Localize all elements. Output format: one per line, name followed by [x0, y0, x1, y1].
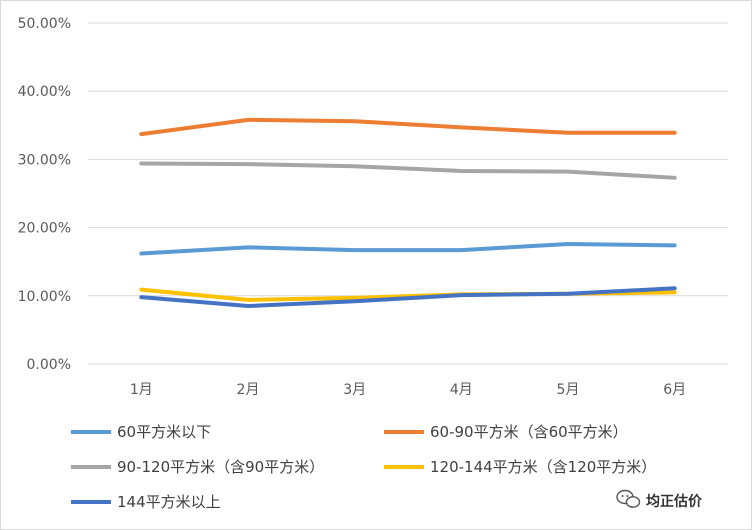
- legend-item-3: 90-120平方米（含90平方米）: [71, 458, 324, 476]
- series-line-2: [139, 117, 677, 137]
- y-tick-label: 0.00%: [27, 357, 71, 373]
- legend-item-2: 60-90平方米（含60平方米）: [384, 423, 628, 441]
- x-tick-label: 1月: [130, 382, 153, 398]
- series-lines: [139, 117, 677, 309]
- gridlines: [88, 22, 728, 365]
- legend-item-4: 120-144平方米（含120平方米）: [384, 458, 656, 476]
- y-tick-label: 50.00%: [18, 16, 71, 32]
- legend-label: 60-90平方米（含60平方米）: [430, 423, 628, 441]
- x-axis: 1月 2月 3月 4月 5月 6月: [130, 382, 686, 398]
- watermark: 均正估价: [616, 489, 703, 510]
- y-axis: 0.00% 10.00% 20.00% 30.00% 40.00% 50.00%: [18, 16, 71, 373]
- legend-label: 120-144平方米（含120平方米）: [430, 458, 656, 476]
- x-tick-label: 4月: [450, 382, 473, 398]
- x-tick-label: 3月: [343, 382, 366, 398]
- y-tick-label: 40.00%: [18, 84, 71, 100]
- legend-item-5: 144平方米以上: [71, 493, 221, 511]
- legend-label: 90-120平方米（含90平方米）: [117, 458, 324, 476]
- wechat-icon: [616, 489, 641, 508]
- series-line-1: [139, 241, 677, 256]
- y-tick-label: 20.00%: [18, 221, 71, 237]
- watermark-text: 均正估价: [646, 493, 703, 510]
- series-line-3: [139, 161, 677, 180]
- legend: 60平方米以下 60-90平方米（含60平方米） 90-120平方米（含90平方米）…: [71, 423, 656, 511]
- series-line-5: [139, 286, 677, 309]
- x-tick-label: 5月: [557, 382, 580, 398]
- y-tick-label: 30.00%: [18, 152, 71, 168]
- legend-label: 144平方米以上: [117, 493, 221, 511]
- legend-item-1: 60平方米以下: [71, 423, 211, 441]
- x-tick-label: 2月: [237, 382, 260, 398]
- y-tick-label: 10.00%: [18, 289, 71, 305]
- legend-label: 60平方米以下: [117, 423, 211, 441]
- x-tick-label: 6月: [663, 382, 686, 398]
